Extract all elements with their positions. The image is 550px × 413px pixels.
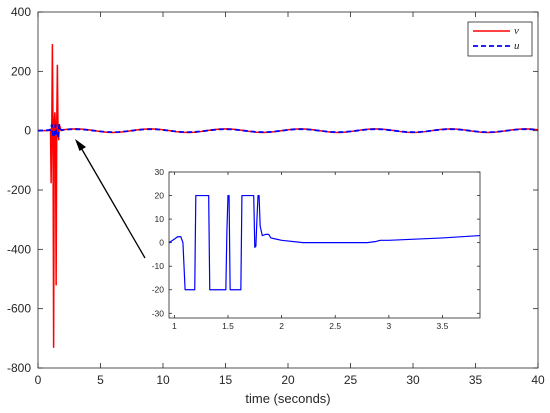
inset-y-tick-label: -10 [152,261,165,271]
main-y-tick-label: 200 [11,64,31,78]
inset-x-tick-label: 1.5 [222,321,234,331]
inset-y-tick-label: 10 [155,214,165,224]
inset-axes: 1 1.5 2 2.5 3 3.5 30 20 10 0 -10 -20 -30 [152,167,481,331]
inset-x-ticks: 1 1.5 2 2.5 3 3.5 [172,172,449,331]
main-x-tick-label: 20 [281,373,295,387]
inset-y-tick-label: -20 [152,285,165,295]
inset-plot-area [169,172,480,318]
main-x-tick-label: 30 [406,373,420,387]
annotation-arrow [75,139,146,259]
legend-box [467,21,533,57]
inset-y-tick-label: 0 [159,238,164,248]
main-x-tick-label: 35 [469,373,483,387]
inset-x-tick-label: 3 [386,321,391,331]
inset-y-tick-label: 30 [155,167,165,177]
main-x-tick-label: 25 [344,373,358,387]
inset-x-tick-label: 2.5 [329,321,341,331]
inset-y-tick-label: 20 [155,191,165,201]
main-y-tick-label: 400 [11,5,31,19]
inset-y-ticks: 30 20 10 0 -10 -20 -30 [152,167,480,318]
main-x-tick-label: 5 [97,373,104,387]
inset-series-line-line [168,194,481,291]
inset-y-tick-label: -30 [152,308,165,318]
inset-series [168,194,481,291]
main-y-tick-label: -400 [7,242,31,256]
inset-axes-box [168,171,481,319]
legend-label-u: u [514,40,520,52]
legend: v u [467,21,533,57]
inset-x-tick-label: 2 [279,321,284,331]
main-y-tick-label: -200 [7,183,31,197]
legend-label-v: v [514,25,519,37]
main-x-ticks: 0 5 10 15 20 25 30 35 40 [35,12,545,387]
main-y-tick-label: 0 [24,124,31,138]
main-x-axis-label: time (seconds) [245,391,330,406]
main-x-tick-label: 0 [35,373,42,387]
inset-x-tick-label: 1 [172,321,177,331]
main-x-tick-label: 10 [156,373,170,387]
main-y-tick-label: -800 [7,361,31,375]
main-axes-box [37,11,539,369]
main-y-tick-label: -600 [7,302,31,316]
inset-x-tick-label: 3.5 [437,321,449,331]
main-x-tick-label: 15 [219,373,233,387]
main-series [37,43,539,348]
main-x-tick-label: 40 [531,373,545,387]
main-series-u-line [37,123,539,138]
